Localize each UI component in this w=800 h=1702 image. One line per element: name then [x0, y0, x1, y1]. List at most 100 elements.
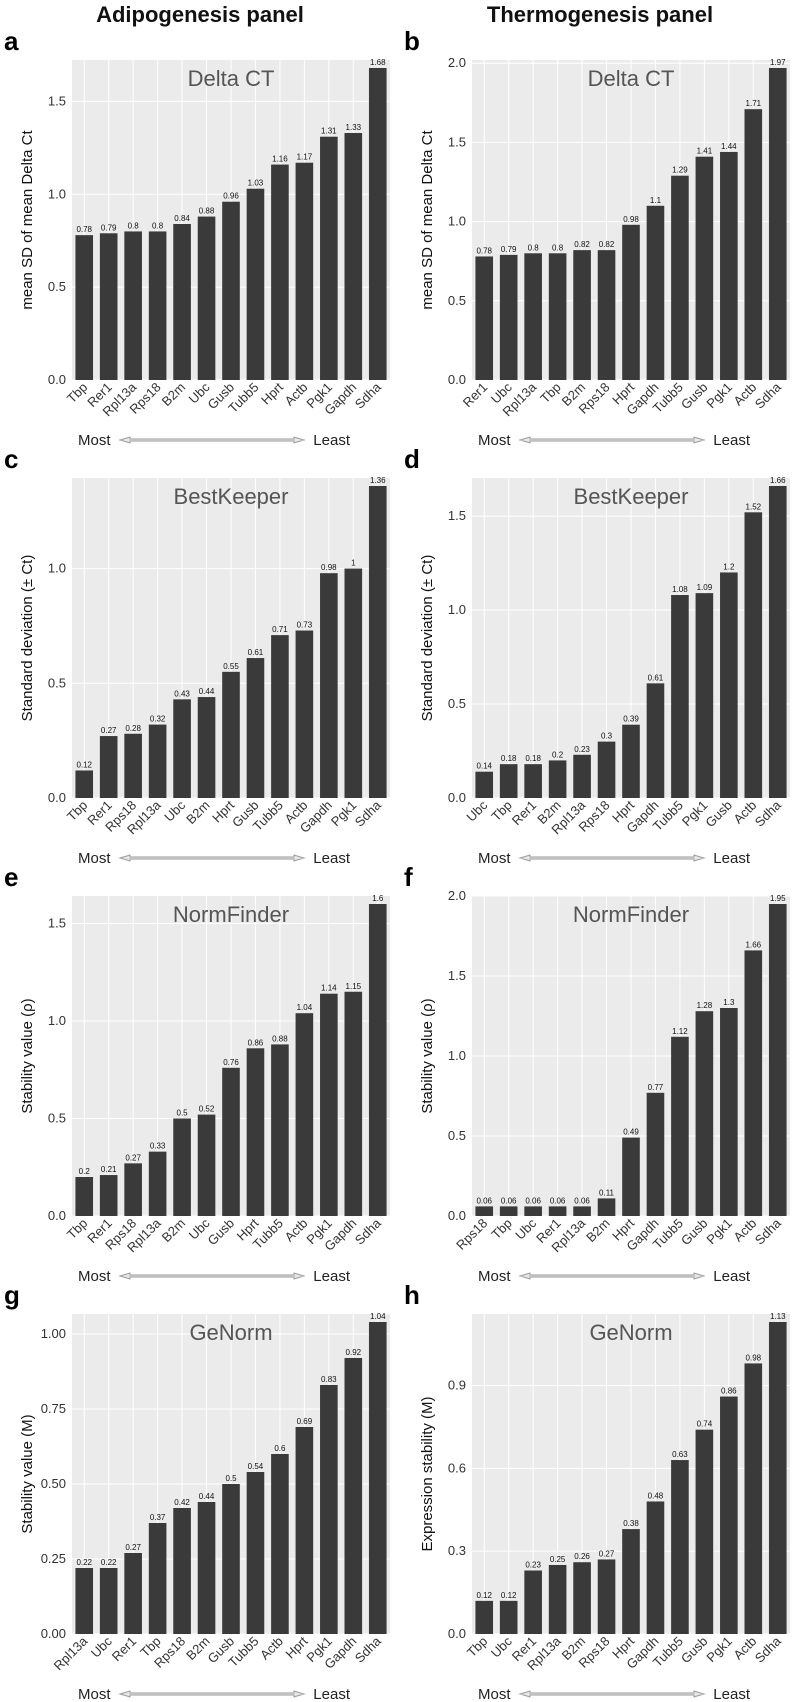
bar-Rpl13a	[573, 754, 591, 798]
value-label: 0.77	[648, 1083, 664, 1092]
most-label: Most	[78, 1686, 111, 1702]
bar-Rps18	[124, 1163, 142, 1216]
value-label: 1.71	[746, 99, 762, 108]
value-label: 0.5	[225, 1474, 237, 1483]
x-tick-label: B2m	[159, 380, 189, 410]
bar-Rps18	[148, 231, 167, 380]
value-label: 0.79	[501, 245, 517, 254]
least-label: Least	[313, 432, 351, 448]
x-tick-label: Pgk1	[703, 380, 735, 412]
bar-Actb	[744, 950, 763, 1216]
panel-letter: c	[4, 446, 18, 474]
value-label: 0.55	[223, 662, 239, 671]
y-tick-label: 1.00	[41, 1326, 66, 1341]
adipogenesis-header: Adipogenesis panel	[96, 2, 304, 27]
value-label: 0.44	[199, 687, 215, 696]
x-tick-label: Gusb	[678, 380, 711, 413]
bar-Rpl13a	[548, 1564, 567, 1634]
value-label: 0.43	[174, 689, 190, 698]
y-tick-label: 0.3	[448, 1543, 466, 1558]
value-label: 0.69	[297, 1417, 313, 1426]
bar-Rps18	[124, 733, 142, 798]
bar-Sdha	[368, 68, 387, 380]
double-arrow-icon	[518, 436, 706, 444]
value-label: 1.15	[346, 982, 362, 991]
bar-B2m	[573, 1562, 591, 1634]
value-label: 0.2	[552, 750, 564, 759]
bar-Hprt	[246, 1048, 265, 1216]
chart-title: NormFinder	[573, 902, 689, 927]
most-label: Most	[78, 850, 111, 866]
value-label: 1.12	[672, 1027, 688, 1036]
chart-svg-h: 0.00.30.60.90.12Tbp0.12Ubc0.23Rer10.25Rp…	[404, 1282, 790, 1702]
bar-Tbp	[548, 253, 567, 380]
bar-Rps18	[597, 1559, 616, 1634]
x-tick-label: Ubc	[161, 797, 188, 824]
bar-Hprt	[622, 1137, 640, 1216]
y-tick-label: 1.5	[448, 134, 466, 149]
x-tick-label: Tbp	[537, 380, 563, 406]
most-label: Most	[478, 850, 511, 866]
y-tick-label: 0.0	[448, 790, 466, 805]
y-tick-label: 1.0	[48, 186, 66, 201]
most-label: Most	[478, 1268, 511, 1284]
bar-Rer1	[99, 1175, 118, 1216]
bar-Sdha	[768, 486, 787, 798]
value-label: 1.16	[272, 155, 288, 164]
value-label: 1.33	[346, 123, 362, 132]
x-tick-label: Sdha	[752, 1633, 785, 1666]
value-label: 0.82	[599, 240, 615, 249]
bar-Rpl13a	[148, 724, 167, 798]
bar-Sdha	[768, 1322, 787, 1634]
value-label: 0.23	[574, 745, 590, 754]
bar-B2m	[597, 1198, 616, 1216]
value-label: 1.08	[672, 585, 688, 594]
chart-svg-e: 0.00.51.01.50.2Tbp0.21Rer10.27Rps180.33R…	[4, 864, 390, 1284]
bar-B2m	[548, 760, 567, 798]
most-label: Most	[478, 432, 511, 448]
bar-Pgk1	[695, 593, 714, 798]
bar-Rps18	[173, 1508, 191, 1634]
y-axis-label: Standard deviation (± Ct)	[19, 555, 36, 722]
value-label: 0.12	[476, 1591, 492, 1600]
bar-Rer1	[124, 1553, 142, 1634]
panel-letter: f	[404, 864, 413, 892]
bar-Tubb5	[271, 635, 289, 798]
x-tick-label: B2m	[183, 798, 213, 828]
value-label: 0.61	[648, 673, 664, 682]
y-tick-label: 0.0	[448, 1208, 466, 1223]
value-label: 0.21	[101, 1165, 117, 1174]
value-label: 0.27	[599, 1549, 615, 1558]
value-label: 0.38	[623, 1519, 639, 1528]
value-label: 0.8	[128, 221, 140, 230]
value-label: 0.79	[101, 223, 117, 232]
bar-Tbp	[75, 1177, 94, 1216]
value-label: 1.2	[723, 562, 735, 571]
value-label: 0.42	[174, 1498, 190, 1507]
x-tick-label: Sdha	[352, 1215, 385, 1248]
value-label: 0.52	[199, 1105, 215, 1114]
value-label: 1	[351, 559, 356, 568]
panel-d: 0.0 0.5 1.0 1.5 0.14 Ubc 0.18 Tbp 0.18 Rer1 0.2 B2m…	[400, 446, 800, 866]
bar-Actb	[295, 630, 314, 798]
value-label: 0.27	[101, 726, 117, 735]
y-axis-label: mean SD of mean Delta Ct	[419, 130, 436, 310]
bar-Ubc	[524, 1206, 542, 1216]
value-label: 0.8	[152, 221, 164, 230]
value-label: 0.22	[76, 1558, 92, 1567]
y-tick-label: 0.5	[448, 1128, 466, 1143]
value-label: 0.06	[525, 1196, 541, 1205]
chart-svg-b: 0.00.51.01.52.00.78Rer10.79Ubc0.8Rpl13a0…	[404, 28, 790, 448]
bar-Actb	[295, 162, 314, 380]
least-label: Least	[313, 1268, 351, 1284]
bar-Hprt	[622, 224, 640, 380]
bar-Rps18	[597, 250, 616, 380]
chart-title: Delta CT	[588, 66, 675, 91]
value-label: 1.52	[746, 502, 762, 511]
value-label: 0.18	[525, 754, 541, 763]
value-label: 0.88	[199, 207, 215, 216]
y-tick-label: 1.5	[48, 93, 66, 108]
bar-B2m	[173, 224, 191, 380]
chart-title: GeNorm	[589, 1320, 672, 1345]
panel-e: 0.0 0.5 1.0 1.5 0.2 Tbp 0.21 Rer1 0.27 Rps18 0.33 R…	[0, 864, 400, 1284]
